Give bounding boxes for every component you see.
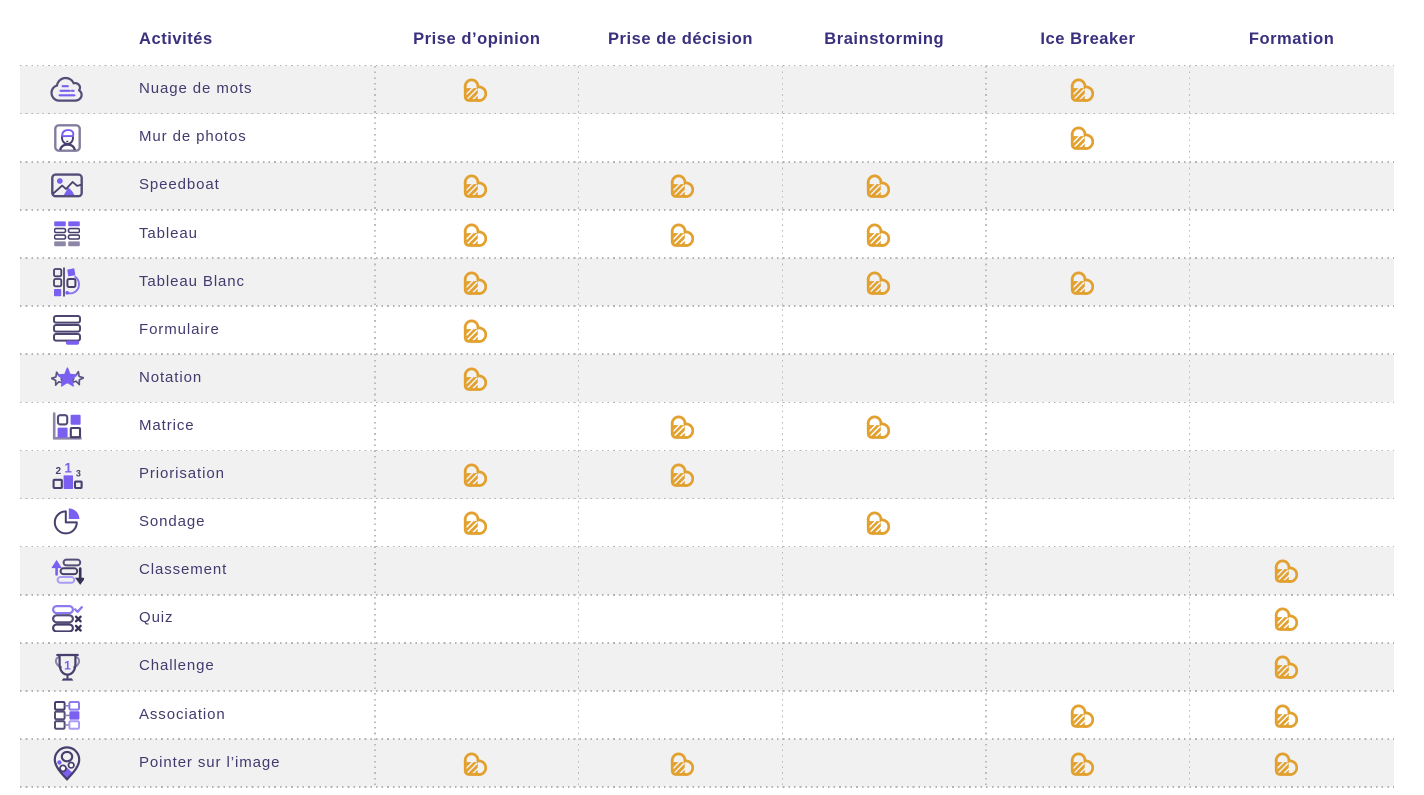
svg-text:3: 3 bbox=[75, 468, 80, 478]
svg-text:1: 1 bbox=[64, 461, 72, 476]
svg-text:2: 2 bbox=[55, 466, 61, 477]
svg-text:1: 1 bbox=[64, 659, 71, 673]
